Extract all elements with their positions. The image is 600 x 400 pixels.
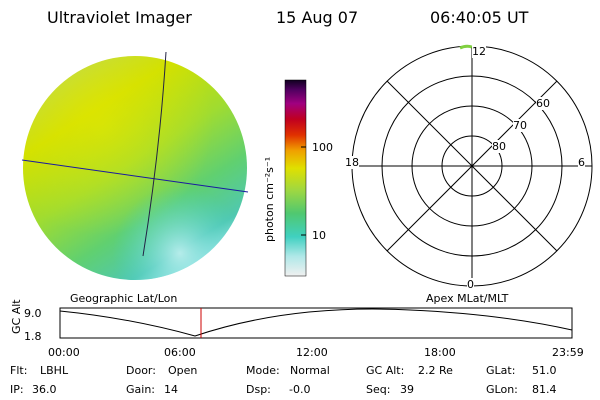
gcalt-value: 2.2 Re xyxy=(418,364,453,377)
geographic-caption: Geographic Lat/Lon xyxy=(70,292,178,305)
latitude-line xyxy=(21,159,249,193)
uv-image xyxy=(21,51,249,280)
lat-label-70: 70 xyxy=(513,119,527,132)
mode-label: Mode: xyxy=(246,364,280,377)
colorbar xyxy=(284,79,307,277)
orbit-ytick-top: 9.0 xyxy=(24,307,42,320)
colorbar-tick-100: 100 xyxy=(312,141,333,154)
seq-label: Seq: xyxy=(366,383,391,396)
mlt-label-18: 18 xyxy=(345,156,359,169)
date-label: 15 Aug 07 xyxy=(276,8,359,27)
colorbar-tick-10: 10 xyxy=(312,229,326,242)
dsp-value: -0.0 xyxy=(289,383,311,396)
door-label: Door: xyxy=(126,364,156,377)
aurora-arc xyxy=(459,44,473,50)
instrument-title: Ultraviolet Imager xyxy=(47,8,192,27)
mlt-label-0: 0 xyxy=(467,278,474,291)
time-label: 06:40:05 UT xyxy=(430,8,529,27)
orbit-xtick-1: 06:00 xyxy=(164,346,196,359)
polar-caption: Apex MLat/MLT xyxy=(426,292,509,305)
orbit-altitude-plot xyxy=(59,307,573,339)
altitude-curve xyxy=(59,308,573,337)
orbit-xtick-0: 00:00 xyxy=(48,346,80,359)
longitude-line xyxy=(142,51,167,257)
mode-value: Normal xyxy=(290,364,330,377)
orbit-ytick-bottom: 1.8 xyxy=(24,330,42,343)
dsp-label: Dsp: xyxy=(246,383,271,396)
glon-value: 81.4 xyxy=(532,383,557,396)
glat-value: 51.0 xyxy=(532,364,557,377)
lat-label-80: 80 xyxy=(492,140,506,153)
gain-label: Gain: xyxy=(126,383,155,396)
flt-label: Flt: xyxy=(10,364,28,377)
orbit-ylabel: GC Alt xyxy=(10,299,23,334)
orbit-xtick-2: 12:00 xyxy=(296,346,328,359)
polar-plot xyxy=(351,44,593,287)
glon-label: GLon: xyxy=(486,383,518,396)
orbit-xtick-3: 18:00 xyxy=(424,346,456,359)
gcalt-label: GC Alt: xyxy=(366,364,405,377)
lat-label-60: 60 xyxy=(536,97,550,110)
door-value: Open xyxy=(168,364,198,377)
seq-value: 39 xyxy=(400,383,414,396)
mlt-label-6: 6 xyxy=(578,156,585,169)
flt-value: LBHL xyxy=(40,364,69,377)
ip-label: IP: xyxy=(10,383,24,396)
mlt-label-12: 12 xyxy=(472,45,486,58)
ip-value: 36.0 xyxy=(32,383,57,396)
orbit-xtick-4: 23:59 xyxy=(552,346,584,359)
glat-label: GLat: xyxy=(486,364,516,377)
gain-value: 14 xyxy=(164,383,178,396)
